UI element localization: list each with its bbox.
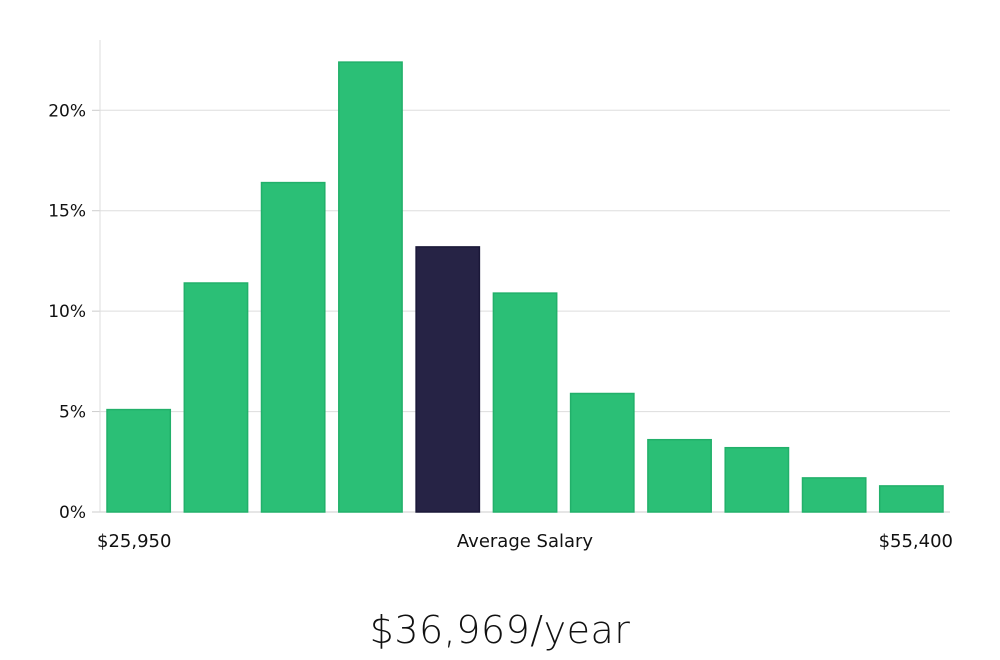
bar bbox=[724, 446, 790, 513]
y-tick-label: 15% bbox=[48, 202, 86, 222]
bar bbox=[647, 438, 712, 513]
bar bbox=[878, 485, 944, 513]
bar bbox=[569, 392, 635, 513]
bars bbox=[106, 61, 944, 513]
x-label-min: $25,950 bbox=[97, 531, 171, 552]
y-tick-label: 20% bbox=[48, 101, 86, 121]
y-tick-label: 10% bbox=[48, 302, 86, 322]
bar bbox=[338, 61, 403, 513]
average-salary-caption: $36,969/year bbox=[369, 608, 631, 652]
bar bbox=[801, 477, 867, 513]
y-tick-label: 5% bbox=[59, 403, 86, 423]
y-axis-ticks: 0% 5% 10% 15% 20% bbox=[48, 101, 100, 523]
bar-average bbox=[415, 246, 481, 513]
x-label-max: $55,400 bbox=[879, 531, 953, 552]
x-label-average: Average Salary bbox=[457, 531, 594, 552]
bar bbox=[260, 181, 326, 513]
bar bbox=[492, 292, 558, 513]
y-tick-label: 0% bbox=[59, 503, 86, 523]
bar bbox=[106, 408, 172, 513]
bar bbox=[183, 282, 249, 513]
salary-histogram: 0% 5% 10% 15% 20% $25,950 Average Salary $55… bbox=[48, 40, 953, 552]
